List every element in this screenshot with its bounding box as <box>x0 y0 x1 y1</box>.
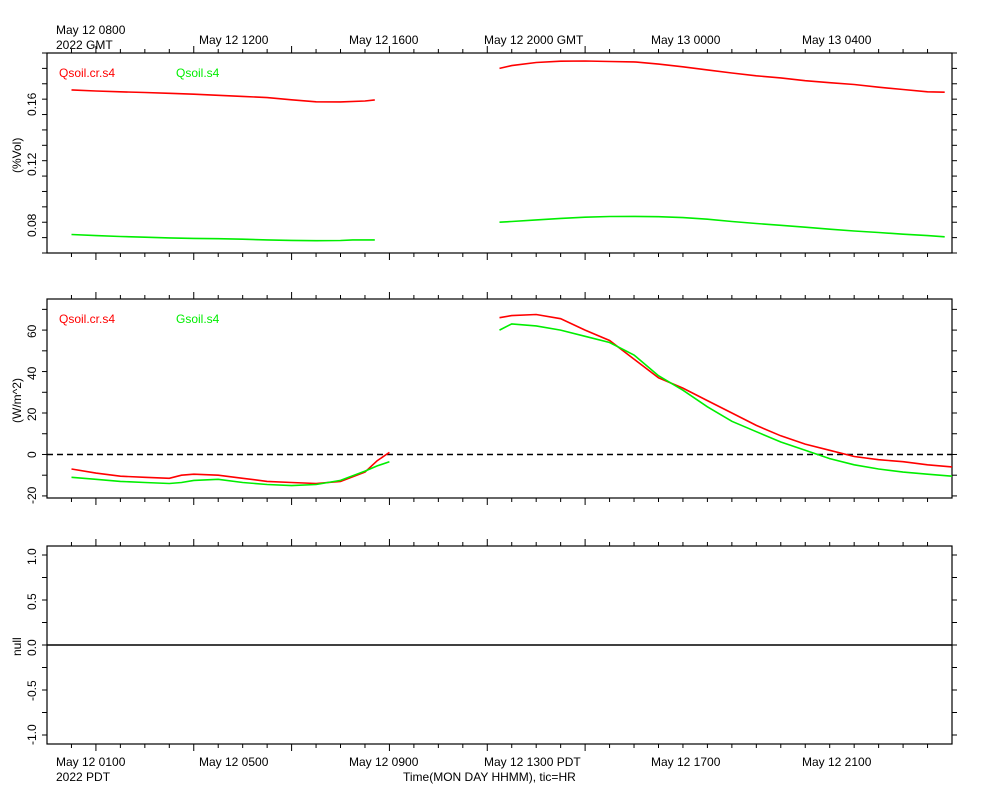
pdt-year-label: 2022 PDT <box>56 770 111 784</box>
panel-soil-heat-flux: -20 0 20 40 60 (W/m^2) Qsoil.cr.s4 Gsoil… <box>10 292 957 505</box>
y-axis-label: (%Vol) <box>10 138 24 173</box>
gmt-axis: May 12 0800 2022 GMT May 12 1200 May 12 … <box>56 23 872 52</box>
panel-3-y-ticks: -1.0 -0.5 0.0 0.5 1.0 <box>25 548 39 745</box>
series-line-gsoil-s4 <box>499 323 953 477</box>
pdt-tick-label: May 12 0900 <box>349 755 419 769</box>
gmt-tick-label: May 13 0000 <box>651 33 721 47</box>
series-line-qsoil-s4 <box>71 233 375 242</box>
y-tick-label: 0.0 <box>25 639 39 656</box>
gmt-tick-label: May 12 1600 <box>349 33 419 47</box>
y-tick-label: 0.5 <box>25 593 39 610</box>
series-line-gsoil-s4 <box>71 460 390 487</box>
panel-null: -1.0 -0.5 0.0 0.5 1.0 null <box>10 539 957 751</box>
pdt-tick-label: May 12 1700 <box>651 755 721 769</box>
pdt-axis: May 12 0100 2022 PDT May 12 0500 May 12 … <box>56 755 872 784</box>
series-line-qsoil-cr-s4 <box>499 60 945 93</box>
pdt-tick-label: May 12 2100 <box>802 755 872 769</box>
y-tick-label: 0.12 <box>25 152 39 176</box>
y-tick-label: 0.16 <box>25 92 39 116</box>
y-tick-label: -1.0 <box>25 724 39 745</box>
series-line-qsoil-s4 <box>499 215 945 238</box>
y-tick-label: 0.08 <box>25 213 39 237</box>
legend-entry-qsoil-cr-s4: Qsoil.cr.s4 <box>59 66 115 80</box>
legend-entry-qsoil-cr-s4: Qsoil.cr.s4 <box>59 312 115 326</box>
pdt-tick-label: May 12 0500 <box>199 755 269 769</box>
gmt-tick-label: May 12 2000 GMT <box>484 33 584 47</box>
gmt-tick-label: May 12 0800 <box>56 23 126 37</box>
y-tick-label: -20 <box>25 486 39 504</box>
panel-1-frame <box>46 52 953 254</box>
panel-2-series <box>47 313 953 487</box>
y-tick-label: 40 <box>25 366 39 380</box>
series-line-qsoil-cr-s4 <box>71 451 390 485</box>
panel-soil-moisture: 0.08 0.12 0.16 (%Vol) Qsoil.cr.s4 Qsoil.… <box>10 46 957 260</box>
y-tick-label: 60 <box>25 324 39 338</box>
series-line-qsoil-cr-s4 <box>71 89 375 103</box>
panel-1-series <box>71 60 945 242</box>
y-tick-label: -0.5 <box>25 680 39 701</box>
panel-2-y-ticks: -20 0 20 40 60 <box>25 324 39 504</box>
x-axis-label: Time(MON DAY HHMM), tic=HR <box>403 770 576 784</box>
panel-1-y-ticks: 0.08 0.12 0.16 <box>25 92 39 237</box>
pdt-tick-label: May 12 1300 PDT <box>484 755 581 769</box>
legend-entry-gsoil-s4: Gsoil.s4 <box>176 312 220 326</box>
y-tick-label: 1.0 <box>25 548 39 565</box>
panel-2-ticks <box>42 292 957 505</box>
legend-entry-qsoil-s4: Qsoil.s4 <box>176 66 220 80</box>
y-axis-label: (W/m^2) <box>10 378 24 423</box>
pdt-tick-label: May 12 0100 <box>56 755 126 769</box>
panel-3-ticks <box>42 539 957 751</box>
series-line-qsoil-cr-s4 <box>499 313 953 468</box>
gmt-year-label: 2022 GMT <box>56 38 113 52</box>
y-axis-label: null <box>10 637 24 656</box>
panel-1-ticks <box>42 46 957 260</box>
panel-2-frame <box>46 298 953 499</box>
y-tick-label: 20 <box>25 407 39 421</box>
gmt-tick-label: May 13 0400 <box>802 33 872 47</box>
gmt-tick-label: May 12 1200 <box>199 33 269 47</box>
y-tick-label: 0 <box>25 451 39 458</box>
